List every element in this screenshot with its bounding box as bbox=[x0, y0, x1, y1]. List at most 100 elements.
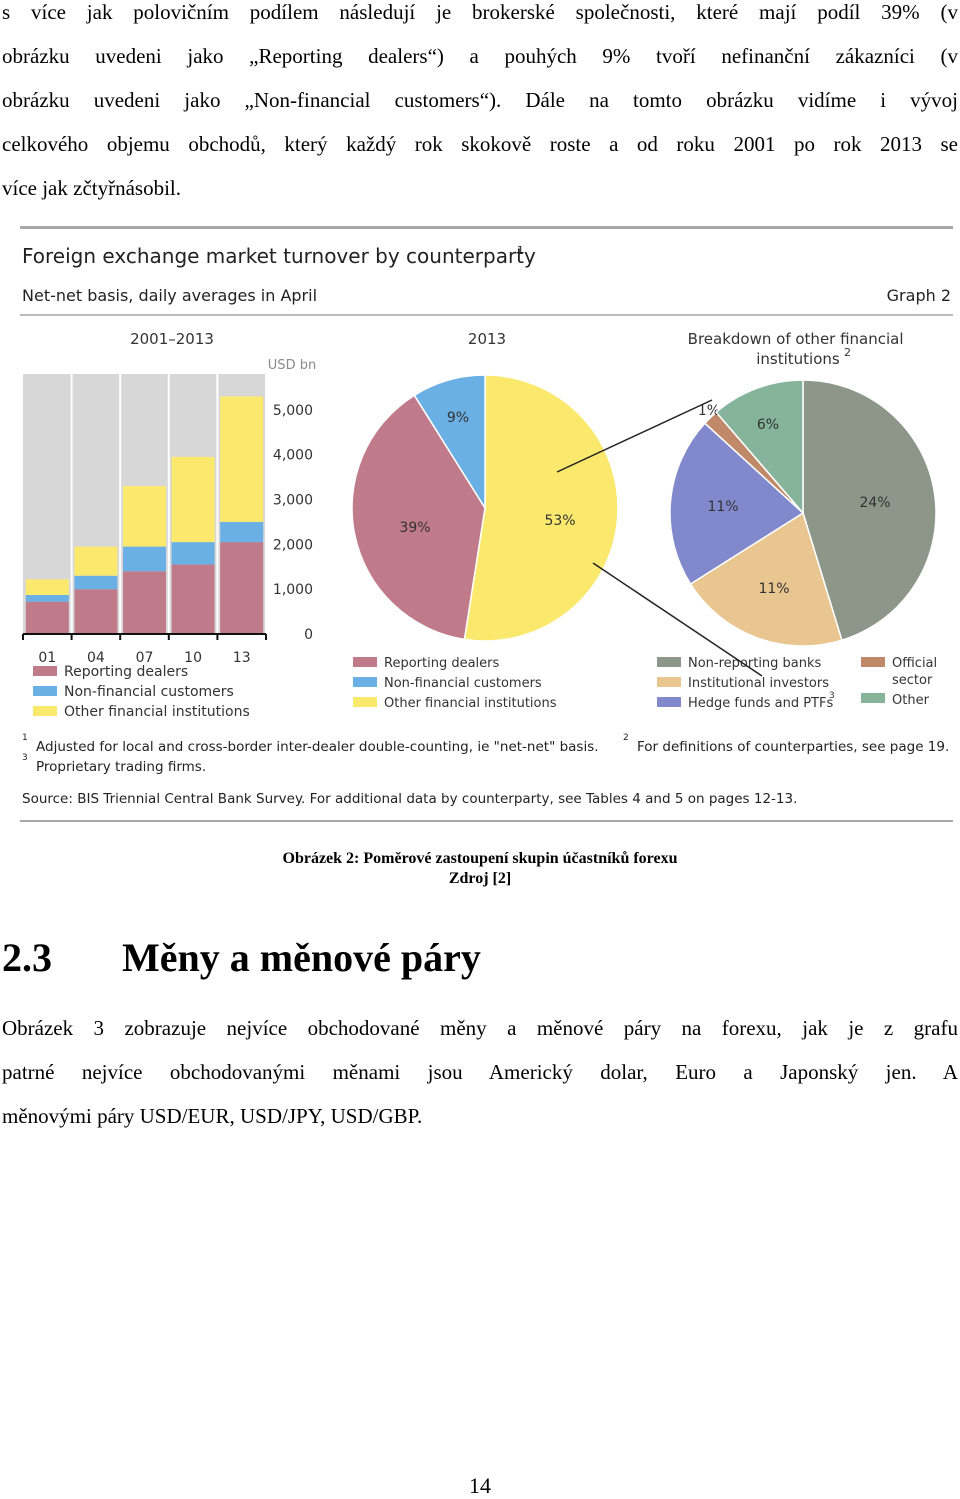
y-tick-label: 1,000 bbox=[273, 582, 313, 598]
bar-segment bbox=[25, 601, 69, 634]
bar-chart-title: 2001–2013 bbox=[130, 330, 214, 348]
bar-segment bbox=[220, 396, 264, 522]
y-tick-label: 4,000 bbox=[273, 448, 313, 464]
pie-2013-legend: Reporting dealers Non-financial customer… bbox=[353, 656, 557, 711]
paragraph-line: obrázku uvedeni jako „Non-financial cust… bbox=[2, 88, 958, 112]
figure-header-rule bbox=[20, 314, 953, 316]
bar-segment bbox=[220, 521, 264, 543]
legend-label: Other financial institutions bbox=[384, 696, 557, 711]
legend-swatch-nonfinancial bbox=[353, 677, 377, 687]
pie-slice-label: 1% bbox=[698, 403, 720, 419]
pie-slice bbox=[463, 374, 619, 642]
legend-swatch-other bbox=[861, 693, 885, 703]
figure-bottom-rule bbox=[20, 820, 953, 822]
legend-label: Non-reporting banks bbox=[688, 656, 822, 671]
paragraph-line: Obrázek 3 zobrazuje nejvíce obchodované … bbox=[2, 1016, 958, 1040]
pie-2013: 2013 53% 39% 9% Reporting dealers Non-fina… bbox=[351, 330, 619, 711]
bar-segment bbox=[25, 595, 69, 602]
y-tick-label: 2,000 bbox=[273, 537, 313, 553]
legend-label: Non-financial customers bbox=[64, 684, 234, 700]
graph-label: Graph 2 bbox=[887, 286, 951, 305]
legend-label: Reporting dealers bbox=[64, 664, 188, 680]
figure-caption-source: Zdroj [2] bbox=[448, 870, 512, 887]
legend-swatch-reporting bbox=[33, 666, 57, 676]
figure-caption: Obrázek 2: Poměrové zastoupení skupin úč… bbox=[0, 850, 960, 888]
legend-label-official: Official sector bbox=[892, 656, 941, 688]
pie-breakdown: Breakdown of other financial institution… bbox=[657, 330, 941, 711]
legend-label: Institutional investors bbox=[688, 676, 829, 691]
bar-chart: 2001–2013 USD bn 5,000 4,000 3,000 2,000 1,0… bbox=[22, 330, 316, 720]
y-tick-label: 0 bbox=[304, 627, 313, 643]
paragraph-line: celkového objemu obchodů, který každý ro… bbox=[2, 132, 958, 156]
paragraph-line: patrné nejvíce obchodovanými měnami jsou… bbox=[2, 1060, 958, 1084]
bar-segment bbox=[123, 571, 166, 634]
bar-segment bbox=[74, 575, 118, 590]
paragraph-line: více jak zčtyřnásobil. bbox=[2, 176, 182, 200]
x-tick-label: 13 bbox=[233, 650, 251, 666]
pie-slice bbox=[689, 511, 843, 647]
pie-slice-label: 9% bbox=[447, 410, 469, 426]
pie-slice-label: 39% bbox=[399, 520, 430, 536]
bar-segment bbox=[74, 589, 118, 634]
pie-slice-label: 6% bbox=[757, 417, 779, 433]
bar-segment bbox=[25, 579, 69, 595]
legend-label: Other bbox=[892, 693, 930, 708]
legend-swatch-nonfinancial bbox=[33, 686, 57, 696]
page-number: 14 bbox=[469, 1473, 491, 1498]
pie-slice bbox=[413, 374, 486, 511]
bar-segment bbox=[74, 546, 118, 576]
legend-label: Other financial institutions bbox=[64, 704, 250, 720]
bar-segment bbox=[171, 564, 215, 634]
footnote-text: For definitions of counterparties, see p… bbox=[637, 739, 949, 755]
footnotes: 1 Adjusted for local and cross-border in… bbox=[22, 733, 949, 807]
pie-2013-title: 2013 bbox=[468, 330, 506, 348]
footnote-mark: 3 bbox=[22, 753, 28, 763]
intro-paragraph: s více jak polovičním podílem následují … bbox=[2, 0, 958, 210]
legend-label-sup: 3 bbox=[829, 691, 835, 701]
figure-subtitle: Net-net basis, daily averages in April bbox=[22, 286, 317, 305]
pie-slice-label: 11% bbox=[707, 499, 738, 515]
legend-swatch-institutional bbox=[657, 677, 681, 687]
x-tick-label: 10 bbox=[184, 650, 202, 666]
legend-swatch-otherfin bbox=[33, 706, 57, 716]
y-tick-label: 3,000 bbox=[273, 493, 313, 509]
bar-legend: Reporting dealers Non-financial customer… bbox=[33, 664, 250, 720]
connector-line-lower bbox=[592, 562, 763, 677]
figure-title: Foreign exchange market turnover by coun… bbox=[22, 244, 536, 268]
section-number: 2.3 bbox=[2, 935, 52, 980]
figure-top-rule bbox=[20, 226, 953, 229]
section-title: Měny a měnové páry bbox=[122, 935, 481, 980]
pie-breakdown-title-sup: 2 bbox=[844, 346, 851, 359]
footnote-text: Adjusted for local and cross-border inte… bbox=[36, 739, 599, 755]
paragraph-line: s více jak polovičním podílem následují … bbox=[2, 0, 958, 24]
pie-breakdown-title-line1: Breakdown of other financial bbox=[688, 330, 904, 348]
counterparty-figure: Foreign exchange market turnover by coun… bbox=[20, 226, 953, 822]
bar-segment bbox=[123, 486, 166, 547]
footnote-mark: 1 bbox=[22, 733, 28, 743]
section-heading: 2.3 Měny a měnové páry bbox=[2, 934, 481, 981]
legend-swatch-reporting bbox=[353, 657, 377, 667]
x-tick-label: 07 bbox=[136, 650, 154, 666]
legend-swatch-hedge bbox=[657, 697, 681, 707]
legend-swatch-official bbox=[861, 657, 885, 667]
bar-segment bbox=[220, 542, 264, 634]
pie-breakdown-title-line2: institutions bbox=[756, 350, 840, 368]
bar-segment bbox=[171, 542, 215, 565]
x-tick-label: 04 bbox=[87, 650, 105, 666]
figure-caption-title: Obrázek 2: Poměrové zastoupení skupin úč… bbox=[282, 850, 678, 867]
pie-slice bbox=[669, 422, 805, 586]
pie-slice bbox=[802, 379, 937, 642]
legend-label: Reporting dealers bbox=[384, 656, 500, 671]
legend-label: Non-financial customers bbox=[384, 676, 542, 691]
pie-slice bbox=[715, 379, 804, 516]
figure-title-sup: 1 bbox=[517, 244, 524, 257]
section-paragraph: Obrázek 3 zobrazuje nejvíce obchodované … bbox=[2, 1006, 958, 1138]
legend-label: Hedge funds and PTFs bbox=[688, 696, 833, 711]
footnote-mark: 2 bbox=[623, 733, 629, 743]
legend-swatch-otherfin bbox=[353, 697, 377, 707]
connector-line-upper bbox=[556, 399, 713, 473]
paragraph-line: měnovými páry USD/EUR, USD/JPY, USD/GBP. bbox=[2, 1104, 423, 1128]
legend-label-official-line2: sector bbox=[892, 673, 933, 688]
bar-segment bbox=[123, 546, 166, 572]
y-tick-label: 5,000 bbox=[273, 403, 313, 419]
